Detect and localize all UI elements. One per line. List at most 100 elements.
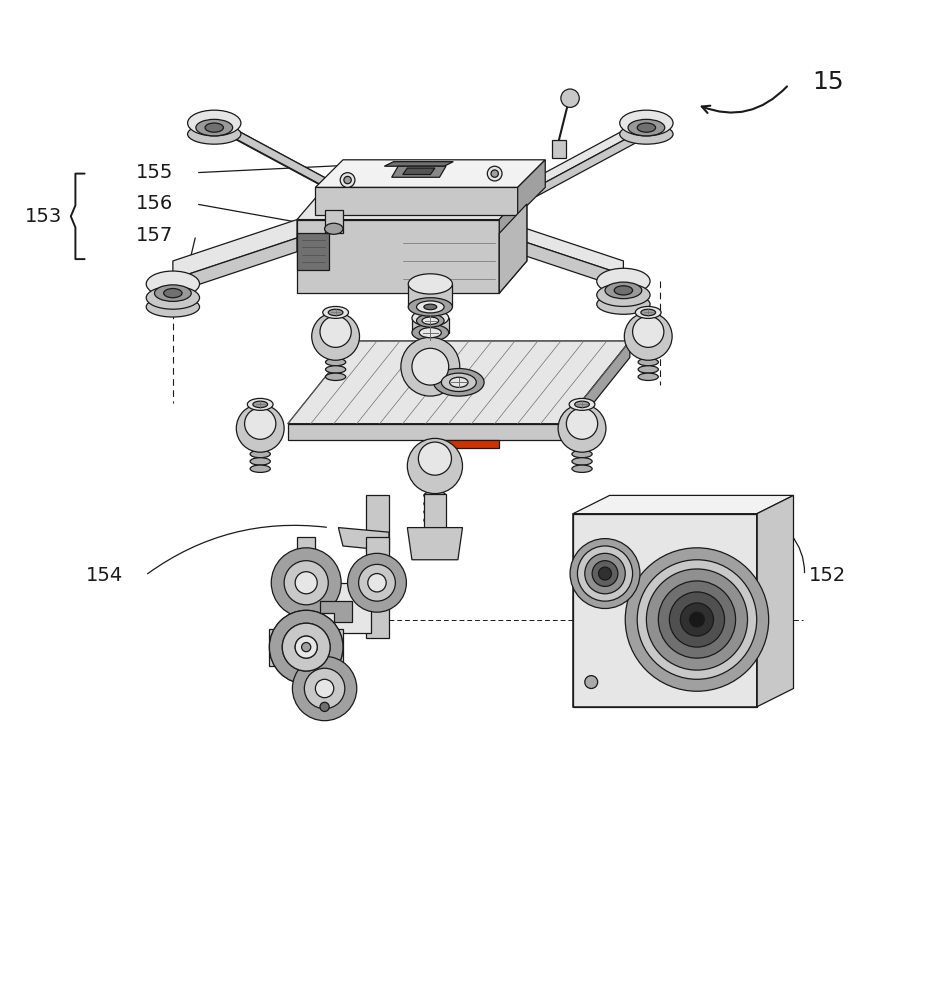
Ellipse shape	[424, 304, 437, 310]
Ellipse shape	[250, 465, 270, 472]
Ellipse shape	[326, 358, 346, 366]
Ellipse shape	[408, 274, 452, 294]
Ellipse shape	[146, 297, 200, 317]
Ellipse shape	[253, 401, 267, 408]
Ellipse shape	[205, 123, 224, 132]
Circle shape	[282, 623, 330, 671]
Circle shape	[624, 312, 672, 360]
Ellipse shape	[637, 123, 656, 132]
Ellipse shape	[196, 119, 233, 136]
Circle shape	[269, 610, 343, 684]
Ellipse shape	[325, 223, 343, 234]
Polygon shape	[288, 424, 563, 440]
Circle shape	[320, 316, 352, 347]
Circle shape	[320, 702, 329, 711]
Polygon shape	[573, 495, 794, 514]
Polygon shape	[573, 514, 757, 707]
Circle shape	[625, 548, 769, 691]
Ellipse shape	[569, 398, 595, 410]
Circle shape	[282, 623, 330, 671]
Circle shape	[418, 442, 451, 475]
Circle shape	[302, 643, 311, 652]
Circle shape	[487, 166, 502, 181]
Ellipse shape	[412, 310, 449, 326]
Polygon shape	[320, 601, 352, 622]
Ellipse shape	[450, 377, 468, 387]
Bar	[573, 514, 757, 707]
Circle shape	[315, 679, 334, 698]
Ellipse shape	[635, 306, 661, 318]
Ellipse shape	[408, 298, 452, 316]
Ellipse shape	[419, 328, 441, 338]
Polygon shape	[297, 537, 315, 643]
Circle shape	[359, 564, 395, 601]
Polygon shape	[311, 583, 371, 633]
Ellipse shape	[164, 289, 182, 298]
Polygon shape	[407, 528, 462, 560]
Circle shape	[690, 612, 704, 627]
Text: 157: 157	[136, 226, 173, 245]
Ellipse shape	[641, 309, 656, 316]
Ellipse shape	[628, 119, 665, 136]
Circle shape	[637, 560, 757, 679]
Circle shape	[295, 572, 317, 594]
Ellipse shape	[424, 508, 446, 516]
Ellipse shape	[638, 366, 659, 373]
Polygon shape	[421, 321, 439, 337]
Ellipse shape	[250, 450, 270, 458]
Ellipse shape	[424, 516, 446, 524]
Ellipse shape	[441, 373, 476, 392]
Text: 154: 154	[85, 566, 123, 585]
Ellipse shape	[597, 294, 650, 314]
Circle shape	[292, 656, 357, 721]
Ellipse shape	[620, 124, 673, 144]
Text: 15: 15	[812, 70, 844, 94]
Ellipse shape	[572, 450, 592, 458]
Text: 156: 156	[136, 194, 173, 213]
Ellipse shape	[416, 314, 444, 327]
Ellipse shape	[614, 286, 633, 295]
Polygon shape	[757, 495, 794, 707]
Circle shape	[407, 438, 462, 494]
Polygon shape	[408, 284, 452, 307]
Ellipse shape	[146, 286, 200, 309]
Polygon shape	[391, 166, 446, 177]
Ellipse shape	[572, 458, 592, 465]
Ellipse shape	[328, 309, 343, 316]
Circle shape	[566, 408, 598, 439]
Circle shape	[491, 170, 499, 177]
Polygon shape	[366, 537, 388, 638]
Ellipse shape	[597, 268, 650, 294]
Text: 153: 153	[25, 207, 63, 226]
Circle shape	[284, 561, 328, 605]
Bar	[444, 440, 500, 448]
Circle shape	[633, 316, 664, 347]
Circle shape	[295, 636, 317, 658]
Ellipse shape	[146, 271, 200, 297]
Text: 152: 152	[809, 566, 846, 585]
Circle shape	[295, 636, 317, 658]
Polygon shape	[173, 220, 297, 279]
Circle shape	[348, 553, 406, 612]
Circle shape	[647, 569, 747, 670]
Ellipse shape	[323, 306, 349, 318]
Circle shape	[670, 592, 724, 647]
Polygon shape	[563, 341, 630, 440]
Circle shape	[304, 668, 345, 709]
Polygon shape	[412, 318, 449, 333]
Ellipse shape	[434, 369, 484, 396]
Polygon shape	[500, 187, 527, 293]
Ellipse shape	[154, 285, 191, 301]
Ellipse shape	[422, 317, 438, 324]
Polygon shape	[366, 495, 388, 551]
Polygon shape	[315, 187, 518, 215]
Circle shape	[592, 561, 618, 586]
Polygon shape	[173, 238, 297, 293]
Ellipse shape	[638, 373, 659, 380]
Polygon shape	[339, 528, 388, 551]
Ellipse shape	[574, 401, 589, 408]
Circle shape	[585, 676, 598, 688]
Circle shape	[236, 404, 284, 452]
Ellipse shape	[620, 110, 673, 136]
Polygon shape	[297, 233, 329, 270]
